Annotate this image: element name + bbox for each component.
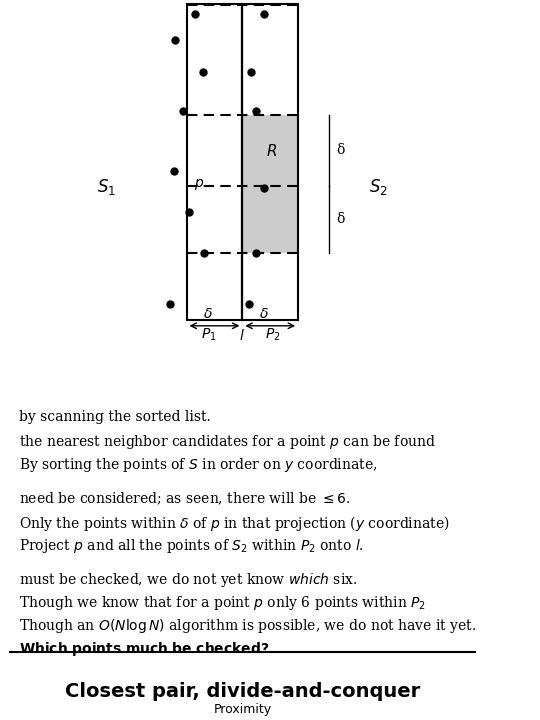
Text: $p$: $p$ <box>194 177 204 192</box>
Text: δ: δ <box>336 212 344 226</box>
Text: $S_1$: $S_1$ <box>97 177 116 197</box>
Text: Though an $O(N\log N)$ algorithm is possible, we do not have it yet.: Though an $O(N\log N)$ algorithm is poss… <box>19 617 476 635</box>
Text: $\delta$: $\delta$ <box>259 307 269 321</box>
Text: $l$: $l$ <box>239 328 245 343</box>
Text: Closest pair, divide-and-conquer: Closest pair, divide-and-conquer <box>65 682 420 701</box>
Text: δ: δ <box>336 143 344 157</box>
Text: Project $p$ and all the points of $S_2$ within $P_2$ onto $l$.: Project $p$ and all the points of $S_2$ … <box>19 536 364 554</box>
Text: Though we know that for a point $p$ only 6 points within $P_2$: Though we know that for a point $p$ only… <box>19 594 427 612</box>
Text: By sorting the points of $S$ in order on $y$ coordinate,: By sorting the points of $S$ in order on… <box>19 456 378 474</box>
Bar <box>242 4 298 320</box>
Text: must be checked, we do not yet know $\mathit{which}$ six.: must be checked, we do not yet know $\ma… <box>19 571 358 589</box>
Text: $R$: $R$ <box>266 143 277 159</box>
Text: $P_1$: $P_1$ <box>200 327 216 343</box>
Text: $P_2$: $P_2$ <box>265 327 280 343</box>
Text: $S_2$: $S_2$ <box>369 177 387 197</box>
Bar <box>187 4 242 320</box>
Text: need be considered; as seen, there will be $\leq 6$.: need be considered; as seen, there will … <box>19 490 351 507</box>
Bar <box>242 115 298 253</box>
Text: by scanning the sorted list.: by scanning the sorted list. <box>19 410 211 424</box>
Text: Only the points within $\delta$ of $p$ in that projection ($y$ coordinate): Only the points within $\delta$ of $p$ i… <box>19 513 450 533</box>
Text: $\delta$: $\delta$ <box>202 307 212 321</box>
Text: $\mathbf{Which\ points\ much\ be\ checked?}$: $\mathbf{Which\ points\ much\ be\ checke… <box>19 640 270 658</box>
Text: Proximity: Proximity <box>213 703 272 716</box>
Text: the nearest neighbor candidates for a point $p$ can be found: the nearest neighbor candidates for a po… <box>19 433 436 451</box>
